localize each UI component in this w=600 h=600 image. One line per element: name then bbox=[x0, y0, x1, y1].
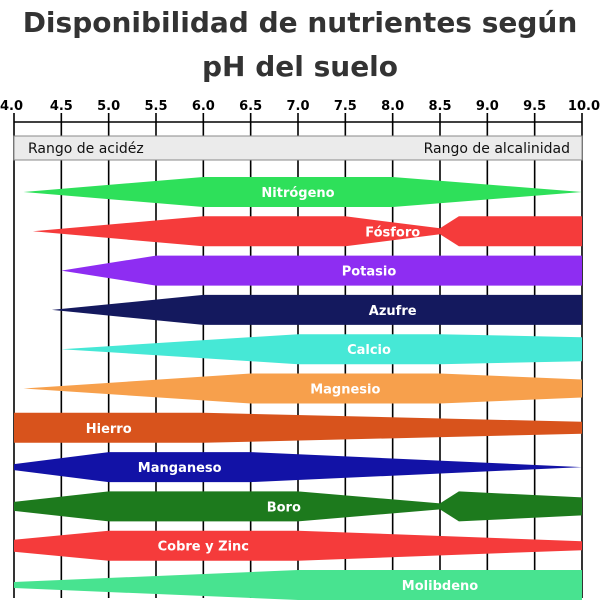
band-boro bbox=[14, 491, 582, 522]
x-tick-label: 5.0 bbox=[97, 99, 120, 114]
x-tick-label: 6.0 bbox=[192, 99, 215, 114]
band-calcio bbox=[61, 334, 583, 365]
x-tick-label: 8.5 bbox=[428, 99, 451, 114]
band-label: Fósforo bbox=[365, 225, 420, 240]
band-cobre-y-zinc bbox=[14, 530, 582, 561]
range-strip bbox=[13, 135, 583, 161]
nutrient-bands: Nitrógeno Fósforo Potasio Azufre Calcio Magne… bbox=[14, 177, 583, 600]
alkaline-range-label: Rango de alcalinidad bbox=[424, 141, 570, 157]
band-hierro bbox=[14, 412, 582, 443]
x-tick-label: 7.5 bbox=[334, 99, 357, 114]
band-label: Potasio bbox=[342, 265, 397, 280]
x-tick-label: 7.0 bbox=[286, 99, 309, 114]
acid-range-label: Rango de acidéz bbox=[28, 141, 144, 157]
band-potasio bbox=[61, 255, 583, 286]
x-tick-label: 8.0 bbox=[381, 99, 404, 114]
band-label: Boro bbox=[267, 500, 301, 515]
band-magnesio bbox=[23, 373, 582, 404]
band-label: Calcio bbox=[347, 343, 391, 358]
band-label: Nitrógeno bbox=[261, 186, 334, 201]
band-azufre bbox=[51, 294, 582, 325]
x-tick-label: 9.0 bbox=[476, 99, 499, 114]
band-molibdeno bbox=[14, 570, 582, 600]
band-label: Molibdeno bbox=[402, 579, 478, 594]
band-manganeso bbox=[14, 452, 582, 483]
band-label: Hierro bbox=[86, 422, 132, 437]
x-tick-label: 4.5 bbox=[50, 99, 73, 114]
chart-title: Disponibilidad de nutrientes según bbox=[23, 6, 578, 39]
band-label: Cobre y Zinc bbox=[158, 540, 249, 555]
x-axis-ticks: 4.0 4.5 5.0 5.5 6.0 6.5 7.0 7.5 8.0 8.5 9.0 9.5 10.0 bbox=[0, 99, 600, 122]
x-tick-label: 9.5 bbox=[523, 99, 546, 114]
chart-subtitle: pH del suelo bbox=[202, 50, 398, 83]
band-label: Magnesio bbox=[310, 383, 380, 398]
x-tick-label: 4.0 bbox=[0, 99, 23, 114]
band-label: Manganeso bbox=[138, 461, 222, 476]
band-label: Azufre bbox=[369, 304, 417, 319]
band-fosforo bbox=[32, 216, 582, 247]
x-tick-label: 6.5 bbox=[239, 99, 262, 114]
x-tick-label: 10.0 bbox=[568, 99, 600, 114]
x-tick-label: 5.5 bbox=[144, 99, 167, 114]
band-nitrogeno bbox=[23, 177, 582, 207]
